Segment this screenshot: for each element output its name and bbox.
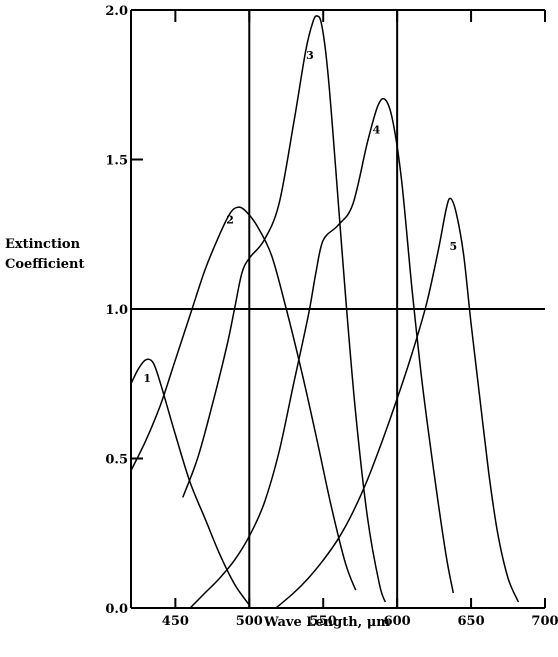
curve-label-3: 3 (306, 49, 314, 62)
x-tick-label-700: 700 (531, 614, 558, 629)
reference-lines (131, 10, 545, 608)
curve-label-1: 1 (143, 372, 151, 385)
x-tick-label-550: 550 (310, 614, 337, 629)
x-tick-label-650: 650 (458, 614, 485, 629)
x-axis-title: Wave Length, μm (263, 615, 390, 630)
y-axis-ticks: 0.0 0.5 1.0 1.5 2.0 (105, 4, 143, 617)
curve-labels: 1 2 3 4 5 (143, 49, 457, 385)
curve-2 (130, 206, 357, 591)
y-tick-label-0: 0.0 (105, 602, 128, 617)
y-axis-title-line2: Coefficient (5, 257, 84, 272)
curve-label-4: 4 (373, 124, 381, 137)
y-tick-label-1: 1.0 (105, 303, 128, 318)
curve-4 (189, 97, 455, 609)
x-tick-label-600: 600 (384, 614, 411, 629)
curves (130, 15, 520, 609)
curve-label-5: 5 (450, 240, 458, 253)
x-tick-label-450: 450 (162, 614, 189, 629)
y-tick-label-0-5: 0.5 (105, 453, 128, 468)
x-axis-ticks: 450 500 550 600 650 700 (162, 10, 558, 629)
y-tick-label-1-5: 1.5 (105, 154, 128, 169)
curve-label-2: 2 (226, 213, 234, 226)
curve-1 (130, 358, 250, 606)
curve-5 (275, 197, 520, 609)
x-tick-label-500: 500 (236, 614, 263, 629)
curve-3 (182, 15, 387, 603)
y-axis-title-line1: Extinction (5, 237, 81, 252)
y-tick-label-2: 2.0 (105, 4, 128, 19)
